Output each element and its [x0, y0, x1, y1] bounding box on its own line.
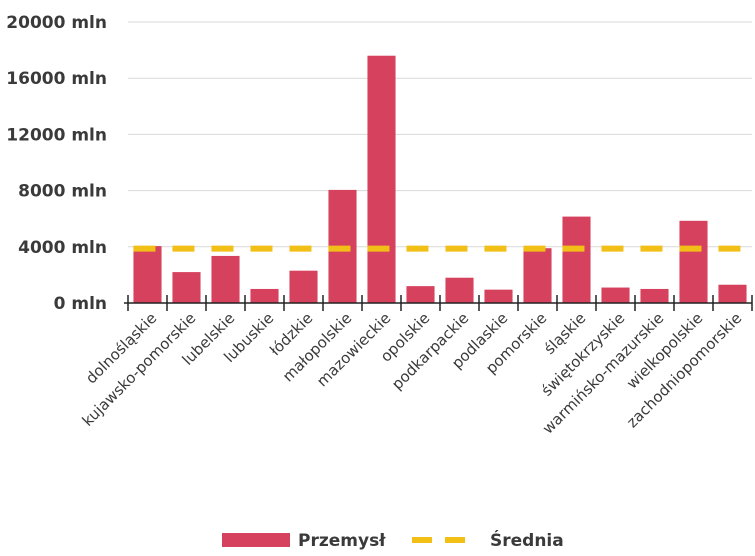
y-tick-label: 0 mln	[54, 294, 107, 314]
x-axis-labels: dolnośląskiekujawsko-pomorskielubelskiel…	[79, 309, 746, 438]
bar-świętokrzyskie	[601, 287, 630, 303]
bar-lubelskie	[211, 255, 240, 303]
y-tick-label: 20000 mln	[6, 13, 107, 33]
gridlines	[128, 21, 752, 248]
bar-zachodniopomorskie	[718, 284, 747, 303]
bar-wielkopolskie	[679, 220, 708, 303]
bar-opolskie	[406, 286, 435, 303]
bar-dolnośląskie	[133, 246, 162, 303]
bar-series	[133, 55, 747, 303]
bar-mazowieckie	[367, 55, 396, 303]
bar-podlaskie	[484, 289, 513, 303]
bar-warmińsko-mazurskie	[640, 288, 669, 303]
bar-podkarpackie	[445, 277, 474, 303]
bar-lubuskie	[250, 288, 279, 303]
bar-śląskie	[562, 216, 591, 303]
bar-pomorskie	[523, 248, 552, 303]
y-tick-label: 16000 mln	[6, 69, 107, 89]
y-tick-label: 12000 mln	[6, 125, 107, 145]
bar-łódzkie	[289, 270, 318, 303]
y-tick-label: 8000 mln	[18, 182, 107, 202]
legend-swatch-przemysl	[222, 533, 290, 547]
x-axis	[124, 295, 753, 311]
bar-kujawsko-pomorskie	[172, 272, 201, 303]
legend-label-przemysl: Przemysł	[298, 531, 386, 551]
y-axis-ticks: 0 mln 4000 mln 8000 mln 12000 mln 16000 mln 2…	[6, 13, 107, 314]
legend-label-srednia: Średnia	[490, 529, 564, 551]
legend: Przemysł Średnia	[222, 529, 564, 551]
y-tick-label: 4000 mln	[18, 238, 107, 258]
